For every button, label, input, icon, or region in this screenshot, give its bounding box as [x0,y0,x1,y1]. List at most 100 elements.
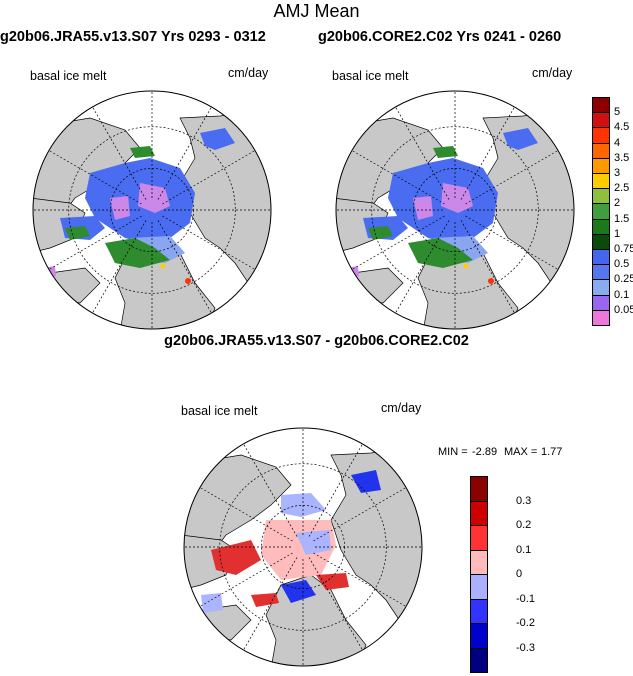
meridian-line [48,150,142,205]
map-border [183,427,423,667]
colorbar-swatch [470,549,488,575]
colorbar-label: 0.5 [614,258,630,271]
meridian-line [243,557,298,651]
diff-region [316,573,349,590]
left-variable-label: basal ice melt [30,69,107,83]
left-panel-title: g20b06.JRA55.v13.S07 Yrs 0293 - 0312 [0,29,266,45]
coastal-melt [433,146,458,158]
meridian-line [351,215,445,270]
meridian-line [308,443,363,537]
diff-units-label: cm/day [381,401,422,415]
diff-region [281,580,316,603]
latitude-circle [68,126,236,294]
colorbar-swatch [470,500,488,526]
colorbar-label: 4.5 [614,121,630,134]
diff-region [201,593,223,613]
left-polar-map [32,90,272,330]
colorbar-label: -0.3 [516,641,535,654]
colorbar-swatch [592,142,610,159]
map-content [33,91,271,329]
colorbar-swatch [592,97,610,114]
figure-title: AMJ Mean [273,1,360,21]
diff-colorbar: 0.3 0.2 0.1 0 -0.1 -0.2 -0.3 [470,476,535,673]
right-units-label: cm/day [532,66,573,80]
colorbar-label: 2 [614,197,621,210]
diff-min-label: MIN = [438,446,468,458]
melt-hotspot [160,263,166,269]
colorbar-swatch [592,264,610,281]
colorbar-label: 0.3 [516,494,532,507]
colorbar-label: 5 [614,106,621,119]
ice-melt-core [138,183,170,213]
map-content [184,428,422,666]
coastal-melt [130,146,155,158]
meridian-line [157,106,212,200]
colorbar-swatch [470,623,488,649]
meridian-line [465,215,559,270]
colorbar-swatch [470,647,488,673]
colorbar-label: 0.1 [516,543,532,556]
colorbar-label: 3.5 [614,151,630,164]
ice-melt-core [441,183,473,213]
meridian-line [92,106,147,200]
meridian-line [92,220,147,314]
colorbar-swatch [592,309,610,326]
diff-min-value: -2.89 [472,446,498,458]
colorbar-label: 3 [614,167,621,179]
main-colorbar: 5 4.5 4 3.5 3 2.5 2 1.5 1 0.75 0.5 0.25 0.1 0.05 [592,97,633,329]
colorbar-swatch [470,525,488,551]
diff-region [281,493,326,517]
latitude-circle [371,126,539,294]
colorbar-swatch [592,218,610,235]
meridian-line [465,150,559,205]
ice-melt-region [200,128,235,150]
map-content [336,91,574,329]
colorbar-label: -0.2 [516,617,535,629]
meridian-line [48,215,142,270]
diff-polar-map [183,427,423,667]
colorbar-label: 1.5 [614,212,630,225]
colorbar-swatch [592,233,610,250]
ice-melt-core [413,196,433,220]
colorbar-swatch [592,279,610,296]
meridian-line [460,220,515,314]
land-mass [330,444,422,631]
colorbar-swatch [592,157,610,174]
meridian-line [199,552,293,607]
melt-hotspot [488,278,494,284]
meridian-line [395,106,450,200]
meridian-line [162,215,256,270]
meridian-line [157,220,212,314]
colorbar-swatch [592,203,610,220]
ice-melt-core [42,266,56,278]
diff-region [211,540,261,575]
meridian-line [162,150,256,205]
meridian-line [308,557,363,651]
ice-melt-region [503,128,538,150]
diff-max-value: 1.77 [541,446,563,458]
latitude-circle [219,463,387,631]
colorbar-swatch [592,249,610,266]
diff-region [296,530,331,555]
meridian-line [460,106,515,200]
meridian-line [243,443,298,537]
colorbar-swatch [592,112,610,129]
coastal-melt [105,238,170,268]
colorbar-label: 0.1 [614,288,630,301]
diff-region [351,470,381,493]
meridian-line [199,487,293,542]
ice-melt-core [345,266,359,278]
colorbar-label: 0.05 [614,303,633,316]
melt-hotspot [463,263,469,269]
colorbar-label: 0.2 [516,519,532,531]
colorbar-swatch [470,574,488,600]
colorbar-label: 0 [516,568,523,580]
left-units-label: cm/day [228,66,269,80]
land-mass [179,107,271,294]
right-variable-label: basal ice melt [332,69,409,83]
colorbar-swatch [470,476,488,502]
colorbar-label: 1 [614,227,621,240]
diff-region [251,593,279,607]
colorbar-label: 0.25 [614,273,633,286]
melt-hotspot [185,278,191,284]
